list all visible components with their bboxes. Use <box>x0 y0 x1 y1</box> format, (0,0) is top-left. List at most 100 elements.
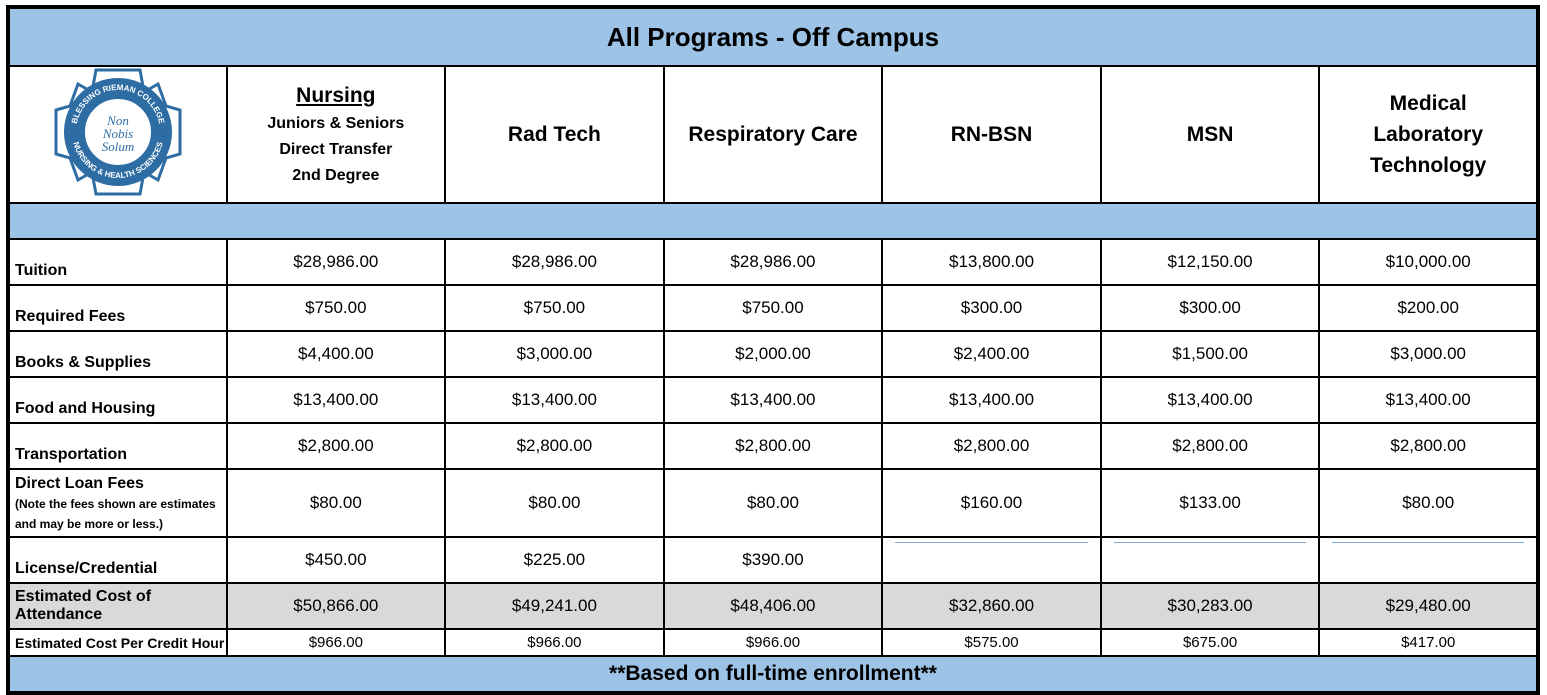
column-name: RN-BSN <box>950 123 1033 146</box>
cost-row: Estimated Cost Per Credit Hour $966.00 $96… <box>7 628 1539 657</box>
logo-cell: BLESSING RIEMAN COLLEGE NURSING & HEALTH … <box>7 65 228 204</box>
cost-cell: $2,800.00 <box>225 422 447 470</box>
row-label-text: Direct Loan Fees <box>15 474 144 492</box>
column-header: RN-BSN <box>881 65 1102 204</box>
cost-cell: $80.00 <box>225 468 447 538</box>
row-label-text: License/Credential <box>15 560 158 577</box>
cost-cell: $13,800.00 <box>881 238 1102 286</box>
cost-cell: $2,400.00 <box>881 330 1102 378</box>
cost-cell: $13,400.00 <box>444 376 665 424</box>
column-header: Nursing Juniors & Seniors Direct Transfer 2… <box>225 65 447 204</box>
cost-cell: $750.00 <box>225 284 447 332</box>
header-row: BLESSING RIEMAN COLLEGE NURSING & HEALTH … <box>7 65 1539 204</box>
cost-cell: $29,480.00 <box>1318 582 1539 630</box>
cost-cell: $13,400.00 <box>662 376 884 424</box>
cost-cell: $2,800.00 <box>444 422 665 470</box>
cost-cell: $750.00 <box>444 284 665 332</box>
cost-cell: $450.00 <box>225 536 447 584</box>
column-detail: 2nd Degree <box>292 167 380 184</box>
column-header: MSN <box>1099 65 1321 204</box>
cost-cell: $966.00 <box>444 628 665 657</box>
cost-table: All Programs - Off Campus BLESSING RIEMAN… <box>6 5 1540 695</box>
row-label: Required Fees <box>7 284 228 332</box>
column-header: Respiratory Care <box>662 65 884 204</box>
cost-cell: $10,000.00 <box>1318 238 1539 286</box>
row-label: Tuition <box>7 238 228 286</box>
cost-cell: $417.00 <box>1318 628 1539 657</box>
cost-cell <box>1318 536 1539 584</box>
cost-cell: $80.00 <box>444 468 665 538</box>
logo-motto: Nobis <box>102 126 133 141</box>
cost-cell: $2,800.00 <box>881 422 1102 470</box>
column-name: MSN <box>1186 123 1234 146</box>
cost-row: Direct Loan Fees (Note the fees shown are… <box>7 468 1539 538</box>
cost-cell: $13,400.00 <box>225 376 447 424</box>
cost-table-wrapper: All Programs - Off Campus BLESSING RIEMAN… <box>6 5 1540 695</box>
cost-row: Estimated Cost of Attendance $50,866.00 $4… <box>7 582 1539 630</box>
cost-cell: $300.00 <box>1099 284 1321 332</box>
cost-cell: $50,866.00 <box>225 582 447 630</box>
cost-cell: $3,000.00 <box>1318 330 1539 378</box>
cost-cell: $675.00 <box>1099 628 1321 657</box>
table-title: All Programs - Off Campus <box>7 6 1539 67</box>
cost-cell: $4,400.00 <box>225 330 447 378</box>
column-detail: Juniors & Seniors <box>267 115 405 132</box>
row-note: (Note the fees shown are estimates and m… <box>15 496 216 531</box>
column-name: Rad Tech <box>507 123 601 146</box>
cost-cell: $80.00 <box>1318 468 1539 538</box>
spacer-row <box>8 202 1538 240</box>
cost-cell: $1,500.00 <box>1099 330 1321 378</box>
cost-row: Tuition $28,986.00 $28,986.00 $28,986.00 $13… <box>7 238 1539 286</box>
cost-cell: $225.00 <box>444 536 665 584</box>
cost-cell: $200.00 <box>1318 284 1539 332</box>
cost-cell: $13,400.00 <box>881 376 1102 424</box>
cost-cell: $80.00 <box>662 468 884 538</box>
cost-cell: $966.00 <box>662 628 884 657</box>
cost-cell: $12,150.00 <box>1099 238 1321 286</box>
cost-cell: $575.00 <box>881 628 1102 657</box>
cost-cell: $300.00 <box>881 284 1102 332</box>
logo-inner <box>82 97 153 167</box>
row-label: Food and Housing <box>7 376 228 424</box>
cost-cell: $133.00 <box>1099 468 1321 538</box>
cost-cell: $49,241.00 <box>444 582 665 630</box>
column-header: Medical Laboratory Technology <box>1318 65 1539 204</box>
row-label: Estimated Cost Per Credit Hour <box>7 628 228 657</box>
cost-cell: $28,986.00 <box>225 238 447 286</box>
row-label: Transportation <box>7 422 228 470</box>
cost-cell: $48,406.00 <box>662 582 884 630</box>
cost-cell: $28,986.00 <box>444 238 665 286</box>
cost-cell: $966.00 <box>225 628 447 657</box>
cost-cell <box>881 536 1102 584</box>
cost-cell <box>1099 536 1321 584</box>
cost-cell: $32,860.00 <box>881 582 1102 630</box>
footer-note: **Based on full-time enrollment** <box>7 655 1539 694</box>
cost-cell: $750.00 <box>662 284 884 332</box>
cost-row: Books & Supplies $4,400.00 $3,000.00 $2,000… <box>7 330 1539 378</box>
cost-row: License/Credential $450.00 $225.00 $390.00 <box>7 536 1539 584</box>
cost-cell: $13,400.00 <box>1318 376 1539 424</box>
cost-cell: $13,400.00 <box>1099 376 1321 424</box>
cost-row: Food and Housing $13,400.00 $13,400.00 $13,… <box>7 376 1539 424</box>
row-label-text: Estimated Cost Per Credit Hour <box>15 634 225 651</box>
footer-row: **Based on full-time enrollment** <box>7 655 1539 694</box>
cost-cell: $2,800.00 <box>1099 422 1321 470</box>
cost-cell: $2,800.00 <box>662 422 884 470</box>
row-label: License/Credential <box>7 536 228 584</box>
title-row: All Programs - Off Campus <box>7 6 1539 67</box>
column-name: Medical Laboratory Technology <box>1370 92 1487 177</box>
row-label: Books & Supplies <box>7 330 228 378</box>
column-name: Nursing <box>296 84 376 107</box>
blank-line <box>1332 542 1524 543</box>
cost-cell: $2,000.00 <box>662 330 884 378</box>
cost-cell: $30,283.00 <box>1099 582 1321 630</box>
row-label-text: Food and Housing <box>15 400 156 417</box>
row-label: Estimated Cost of Attendance <box>7 582 228 630</box>
cost-cell: $160.00 <box>881 468 1102 538</box>
logo-motto: Non <box>106 113 129 128</box>
cost-cell: $390.00 <box>662 536 884 584</box>
cost-row: Required Fees $750.00 $750.00 $750.00 $300.0… <box>7 284 1539 332</box>
row-label-text: Required Fees <box>15 308 126 325</box>
spacer <box>8 202 1538 240</box>
